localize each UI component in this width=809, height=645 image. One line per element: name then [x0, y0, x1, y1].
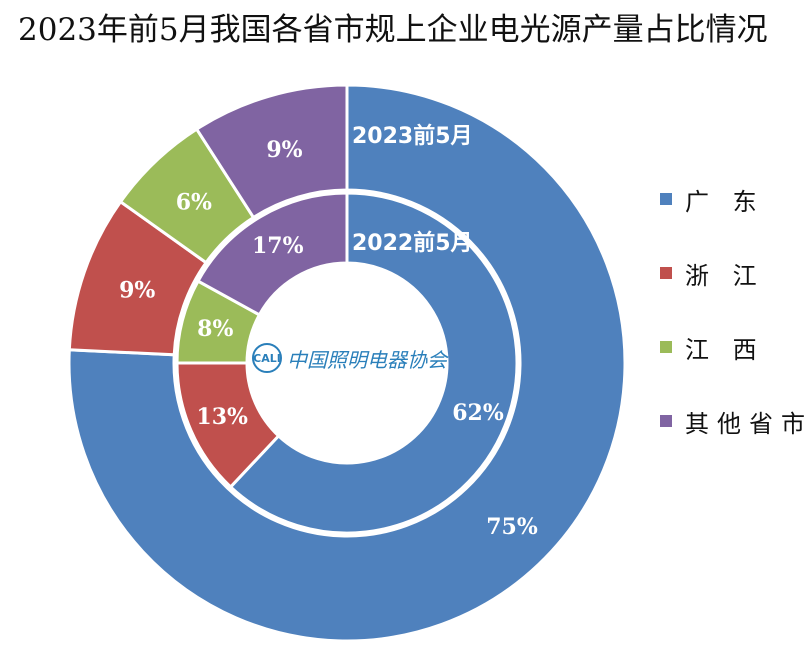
- outer-series-name-label: 2023前5月: [352, 123, 473, 149]
- chart-legend: 广 东 浙 江 江 西 其他省市: [660, 180, 809, 476]
- legend-swatch: [660, 341, 672, 353]
- legend-label: 浙 江: [685, 261, 765, 290]
- legend-item-guangdong: 广 东: [660, 180, 809, 218]
- outer-ring-data-label: 75%: [486, 514, 538, 540]
- inner-ring-data-label: 8%: [197, 316, 233, 342]
- inner-series-name-label: 2022前5月: [352, 230, 473, 256]
- legend-swatch: [660, 267, 672, 279]
- inner-ring-slice: [228, 191, 519, 535]
- inner-ring-data-label: 13%: [196, 404, 248, 430]
- page-title: 2023年前5月我国各省市规上企业电光源产量占比情况: [18, 12, 768, 48]
- inner-ring-data-label: 62%: [452, 400, 504, 426]
- legend-swatch: [660, 193, 672, 205]
- legend-item-other: 其他省市: [660, 402, 809, 440]
- legend-label: 其他省市: [685, 409, 809, 438]
- legend-label: 广 东: [685, 187, 765, 216]
- outer-ring-slice: [67, 83, 627, 643]
- logo-text: 中国照明电器协会: [287, 347, 447, 372]
- inner-ring-data-label: 17%: [252, 233, 304, 259]
- legend-item-zhejiang: 浙 江: [660, 254, 809, 292]
- inner-ring-slice: [195, 191, 349, 317]
- outer-ring-slice: [194, 83, 349, 220]
- legend-item-jiangxi: 江 西: [660, 328, 809, 366]
- outer-ring-data-label: 9%: [266, 137, 302, 163]
- cali-logo-icon: CALI: [252, 343, 282, 373]
- legend-swatch: [660, 415, 672, 427]
- outer-ring-data-label: 9%: [119, 277, 155, 303]
- legend-label: 江 西: [685, 335, 765, 364]
- outer-ring-data-label: 6%: [176, 189, 212, 215]
- association-logo: CALI 中国照明电器协会: [252, 343, 447, 373]
